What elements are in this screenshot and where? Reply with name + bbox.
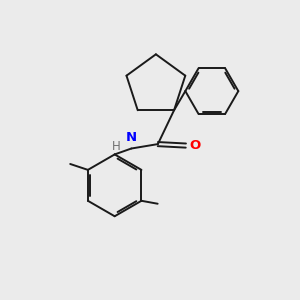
Text: O: O xyxy=(190,139,201,152)
Text: H: H xyxy=(111,140,120,153)
Text: N: N xyxy=(126,131,137,144)
